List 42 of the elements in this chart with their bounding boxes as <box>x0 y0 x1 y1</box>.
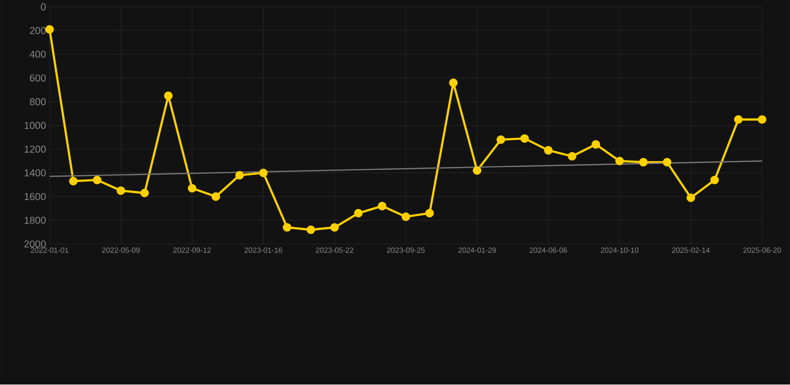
point <box>639 158 648 167</box>
y-tick-label: 400 <box>30 50 46 58</box>
point <box>425 209 434 218</box>
point <box>282 223 292 232</box>
point <box>592 140 600 149</box>
y-tick-label: 1400 <box>24 170 46 177</box>
point <box>188 184 196 193</box>
point <box>544 146 553 155</box>
point <box>615 156 624 166</box>
y-tick-label: 1600 <box>24 193 46 200</box>
point <box>520 134 529 143</box>
point <box>662 158 672 167</box>
y-tick-label: 1000 <box>24 122 46 130</box>
y-tick-label: 600 <box>30 74 46 82</box>
point <box>449 78 458 88</box>
point <box>69 177 78 186</box>
point <box>45 25 54 34</box>
point <box>354 209 363 218</box>
point <box>235 171 244 180</box>
point <box>140 188 149 198</box>
point <box>686 194 696 202</box>
point <box>306 226 316 234</box>
point <box>92 176 102 184</box>
point <box>472 166 482 175</box>
point <box>330 223 339 232</box>
point <box>496 136 506 144</box>
y-tick-label: 0 <box>40 4 46 11</box>
point <box>402 212 410 222</box>
point <box>734 115 743 124</box>
y-tick-label: 200 <box>30 27 46 34</box>
point <box>568 152 576 161</box>
y-tick-label: 2000 <box>24 240 46 248</box>
point <box>212 192 220 202</box>
point <box>164 92 173 100</box>
point <box>378 202 386 211</box>
y-tick-label: 1800 <box>24 217 46 224</box>
point <box>758 115 766 124</box>
y-tick-label: 800 <box>30 98 46 106</box>
point <box>116 186 126 196</box>
y-tick-label: 1200 <box>24 146 46 153</box>
point <box>710 176 719 184</box>
point <box>259 168 268 178</box>
